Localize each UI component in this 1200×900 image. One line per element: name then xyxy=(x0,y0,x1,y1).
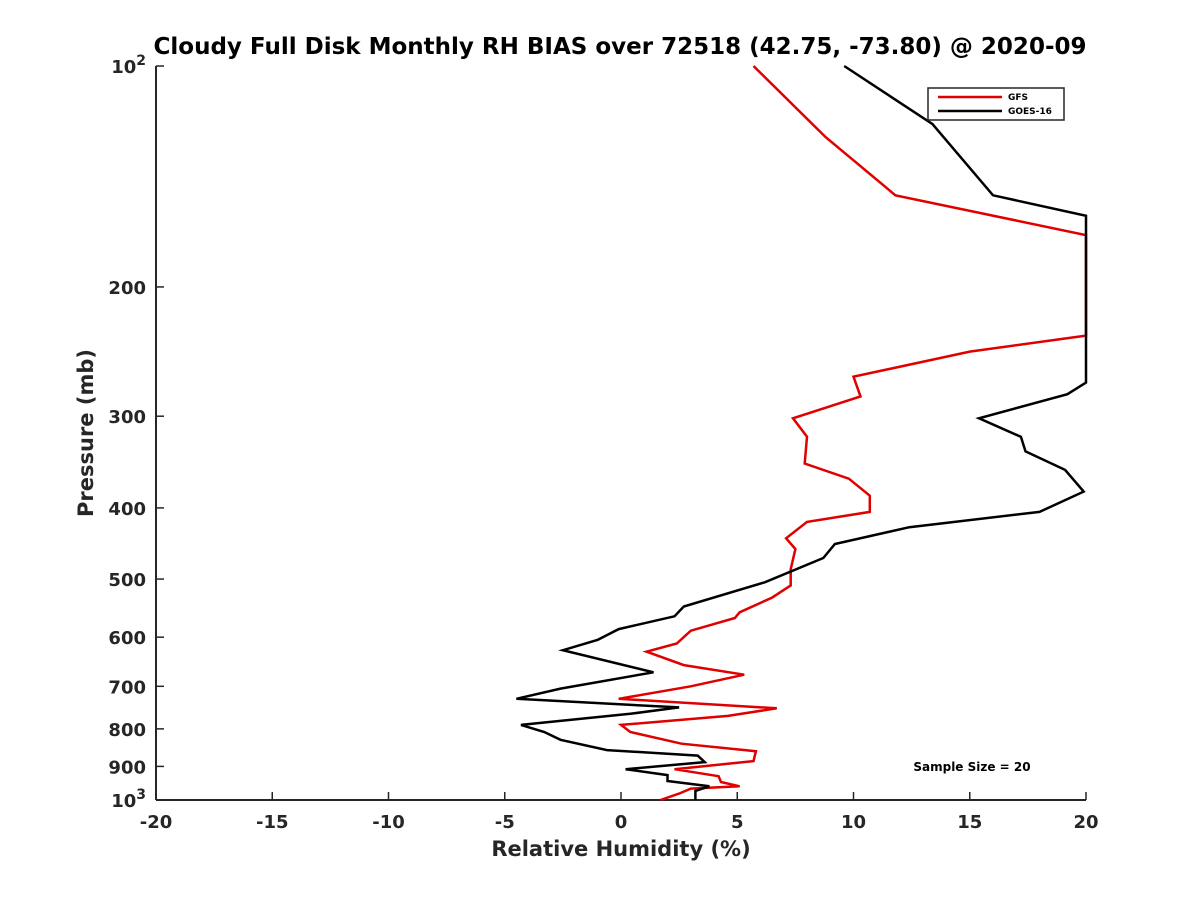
x-tick-label: 10 xyxy=(841,812,866,833)
chart-title: Cloudy Full Disk Monthly RH BIAS over 72… xyxy=(154,34,1087,60)
series-lines xyxy=(516,64,1088,802)
x-ticks: -20 -15 -10 -5 0 5 10 15 20 xyxy=(140,792,1099,833)
series-line-goes16 xyxy=(516,64,1088,800)
y-axis-label: Pressure (mb) xyxy=(74,349,98,517)
x-tick-label: -20 xyxy=(140,812,173,833)
x-tick-label: -5 xyxy=(495,812,515,833)
legend-label-gfs: GFS xyxy=(1008,93,1028,103)
y-tick-label: 600 xyxy=(108,628,146,649)
y-tick-label: 900 xyxy=(108,757,146,778)
y-tick-label: 300 xyxy=(108,407,146,428)
legend-label-goes16: GOES-16 xyxy=(1008,107,1052,117)
x-axis-label: Relative Humidity (%) xyxy=(491,837,750,861)
legend: GFS GOES-16 xyxy=(927,87,1065,121)
y-tick-label: 500 xyxy=(108,570,146,591)
sample-size-annotation: Sample Size = 20 xyxy=(913,760,1030,774)
y-tick-label: 700 xyxy=(108,677,146,698)
x-tick-label: 5 xyxy=(731,812,744,833)
x-tick-label: -15 xyxy=(256,812,289,833)
series-line-gfs xyxy=(617,65,1088,802)
y-ticks: 102 200 300 400 500 600 700 800 900 103 xyxy=(108,53,164,812)
legend-box xyxy=(927,87,1065,121)
x-tick-label: 20 xyxy=(1073,812,1098,833)
y-tick-label: 200 xyxy=(108,278,146,299)
y-tick-label: 102 xyxy=(111,53,146,78)
x-tick-label: 15 xyxy=(957,812,982,833)
y-tick-label: 400 xyxy=(108,499,146,520)
y-tick-label: 103 xyxy=(111,787,146,812)
plot-area: -20 -15 -10 -5 0 5 10 15 20 102 200 300 400 500 600 70… xyxy=(108,53,1098,833)
y-tick-label: 800 xyxy=(108,720,146,741)
x-tick-label: 0 xyxy=(615,812,628,833)
x-tick-label: -10 xyxy=(372,812,405,833)
